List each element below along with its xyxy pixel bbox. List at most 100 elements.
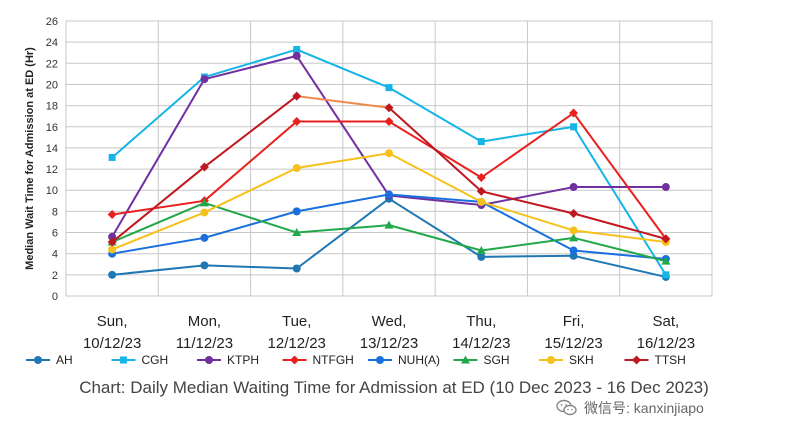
- series-line-sgh: [203, 201, 298, 234]
- y-tick-label: 22: [46, 58, 58, 70]
- legend-label-skh: SKH: [569, 353, 594, 367]
- series-line-ntfgh: [572, 112, 667, 240]
- series-line-nuha: [203, 210, 298, 239]
- series-line-cgh: [203, 48, 298, 79]
- x-tick-label-day: Sat,: [653, 313, 680, 330]
- data-point-sgh: [476, 246, 486, 255]
- series-line-skh: [295, 152, 390, 170]
- x-tick-label-date: 12/12/23: [268, 335, 326, 352]
- y-axis-label: Median Wait Time for Admission at ED (Hr…: [24, 47, 36, 270]
- data-point-ah: [292, 264, 301, 273]
- data-point-ttsh: [661, 234, 671, 244]
- data-point-cgh: [108, 153, 116, 161]
- x-tick-label-day: Thu,: [466, 313, 496, 330]
- data-point-ah: [200, 261, 209, 270]
- y-tick-label: 12: [46, 164, 58, 176]
- x-tick-label-date: 10/12/23: [83, 335, 141, 352]
- series-line-cgh: [572, 125, 667, 276]
- data-point-skh: [108, 245, 117, 254]
- data-point-ah: [108, 270, 117, 279]
- series-line-ktph: [388, 194, 483, 207]
- data-point-ttsh: [384, 103, 394, 113]
- series-line-ah: [480, 254, 575, 258]
- series-line-ah: [572, 254, 667, 278]
- data-point-ktph: [292, 51, 301, 60]
- legend-marker-cgh: [120, 356, 127, 364]
- data-point-skh: [200, 208, 209, 217]
- data-point-ttsh: [569, 209, 579, 218]
- data-point-sgh: [569, 233, 579, 242]
- legend-label-ktph: KTPH: [227, 353, 259, 367]
- watermark-text: 微信号: kanxinjiapo: [584, 400, 704, 416]
- chart-caption: Chart: Daily Median Waiting Time for Adm…: [79, 378, 709, 397]
- data-point-ah: [477, 252, 486, 261]
- series-line-skh: [388, 152, 483, 203]
- data-point-ttsh: [292, 91, 302, 101]
- series-line-ah: [111, 264, 206, 276]
- series-line-sgh: [480, 236, 575, 252]
- data-point-ktph: [569, 183, 578, 192]
- data-point-ktph: [108, 232, 117, 241]
- legend-marker-ntfgh: [290, 355, 299, 365]
- series-line-nuha: [111, 236, 206, 255]
- wechat-icon: [556, 399, 577, 416]
- data-point-cgh: [477, 138, 485, 146]
- x-tick-label-day: Mon,: [188, 313, 221, 330]
- series-line-skh: [111, 211, 206, 251]
- legend-marker-skh: [547, 356, 555, 364]
- y-tick-label: 8: [52, 206, 58, 218]
- legend-label-cgh: CGH: [142, 353, 169, 367]
- series-line-ttsh: [203, 95, 298, 168]
- series-line-ntfgh: [203, 120, 298, 202]
- x-tick-label-day: Wed,: [372, 313, 407, 330]
- series-line-sgh: [295, 224, 390, 234]
- data-point-ntfgh: [107, 210, 117, 220]
- series-line-skh: [480, 200, 575, 232]
- data-point-ntfgh: [384, 116, 394, 126]
- series-line-ah: [295, 197, 390, 270]
- data-point-ktph: [661, 183, 670, 192]
- series-line-cgh: [295, 48, 390, 89]
- data-point-sgh: [292, 228, 302, 237]
- series-line-nuha: [480, 200, 575, 252]
- data-point-ntfgh: [476, 173, 486, 183]
- series-line-ktph: [111, 78, 206, 238]
- series-line-sgh: [388, 224, 483, 252]
- x-tick-label-date: 15/12/23: [544, 335, 602, 352]
- legend-label-ttsh: TTSH: [655, 353, 686, 367]
- legend-label-nuha: NUH(A): [398, 353, 440, 367]
- legend-marker-ktph: [205, 356, 213, 364]
- y-tick-label: 26: [46, 16, 58, 28]
- y-tick-label: 2: [52, 270, 58, 282]
- y-tick-label: 14: [46, 143, 58, 155]
- y-tick-label: 18: [46, 101, 58, 113]
- y-tick-label: 6: [52, 228, 58, 240]
- data-point-skh: [292, 164, 301, 173]
- y-tick-label: 16: [46, 122, 58, 134]
- data-point-nuha: [385, 190, 393, 199]
- series-line-skh: [203, 167, 298, 214]
- x-tick-label-day: Sun,: [97, 313, 128, 330]
- data-point-nuha: [569, 246, 578, 255]
- data-point-sgh: [199, 198, 209, 207]
- data-point-sgh: [661, 256, 671, 265]
- data-point-cgh: [385, 84, 393, 92]
- data-point-cgh: [662, 271, 670, 279]
- legend-label-ah: AH: [56, 353, 73, 367]
- data-point-ttsh: [476, 186, 486, 196]
- series-line-nuha: [295, 193, 390, 213]
- series-line-skh: [572, 229, 667, 244]
- data-point-cgh: [570, 123, 578, 131]
- x-tick-label-date: 11/12/23: [176, 335, 233, 352]
- series-line-ktph: [480, 186, 575, 207]
- data-point-skh: [477, 197, 486, 206]
- x-tick-label-date: 14/12/23: [452, 335, 510, 352]
- legend-marker-sgh: [461, 355, 470, 364]
- data-point-ktph: [200, 75, 209, 84]
- legend-marker-ah: [34, 356, 42, 364]
- x-tick-label-date: 16/12/23: [637, 335, 695, 352]
- data-point-ntfgh: [292, 116, 302, 126]
- series-line-ktph: [203, 54, 298, 81]
- legend-label-ntfgh: NTFGH: [313, 353, 354, 367]
- legend-marker-nuha: [376, 356, 384, 364]
